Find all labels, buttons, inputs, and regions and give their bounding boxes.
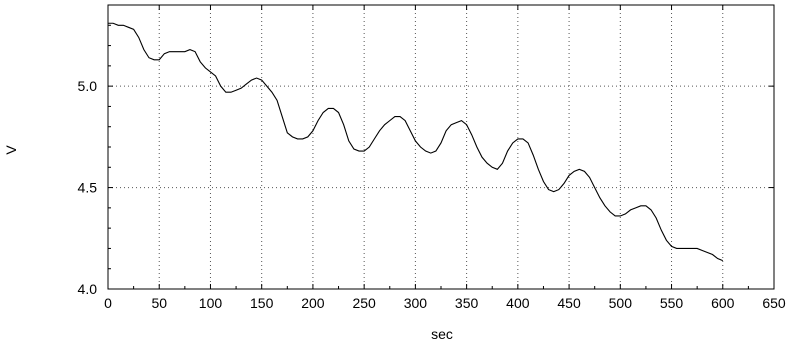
grid	[108, 5, 774, 289]
x-tick-label: 600	[711, 295, 735, 311]
ticks: 0 50 100 150 200 250 300 350 400 450 500 550 600 650 4…	[78, 5, 786, 311]
x-tick-label: 200	[301, 295, 325, 311]
plot-frame	[107, 4, 775, 290]
y-tick-label: 4.5	[78, 180, 98, 196]
x-tick-label: 100	[199, 295, 223, 311]
series-line	[108, 22, 723, 262]
axes	[107, 4, 775, 290]
y-tick-label: 4.0	[78, 281, 98, 297]
y-tick-label: 5.0	[78, 78, 98, 94]
x-tick-label: 400	[506, 295, 530, 311]
x-tick-label: 500	[609, 295, 633, 311]
x-tick-label: 650	[762, 295, 786, 311]
x-tick-label: 350	[455, 295, 479, 311]
x-tick-label: 150	[250, 295, 274, 311]
x-tick-label: 250	[352, 295, 376, 311]
plot-area	[108, 22, 723, 262]
x-tick-label: 550	[660, 295, 684, 311]
x-tick-label: 0	[104, 295, 112, 311]
y-axis-title: V	[3, 145, 19, 155]
x-tick-label: 300	[404, 295, 428, 311]
x-tick-label: 450	[557, 295, 581, 311]
x-tick-label: 50	[151, 295, 167, 311]
x-axis-title: sec	[431, 326, 453, 342]
